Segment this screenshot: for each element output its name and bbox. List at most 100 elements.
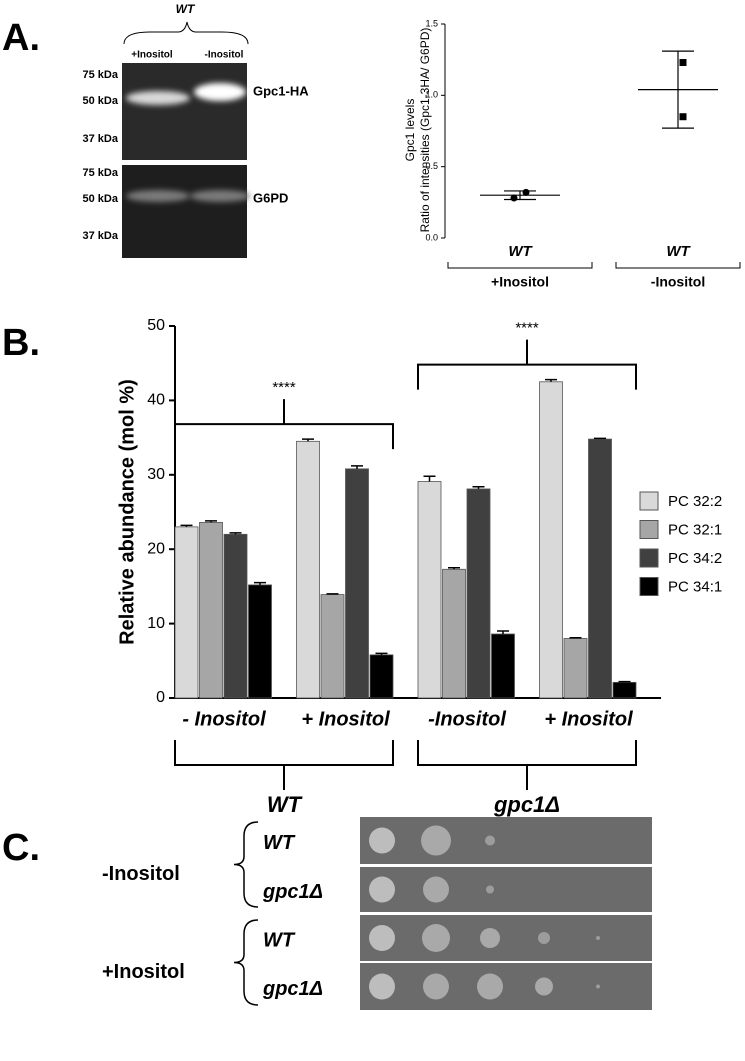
colony-spot xyxy=(535,977,553,996)
blot-strain: WT xyxy=(176,2,196,16)
error-bar xyxy=(497,630,509,635)
panel-label: B. xyxy=(2,322,40,364)
bar xyxy=(417,481,442,699)
blot-image xyxy=(122,63,247,160)
blot-band xyxy=(126,190,190,202)
error-bar xyxy=(229,532,242,535)
bar xyxy=(612,681,637,699)
plate-row xyxy=(360,867,652,912)
panel-label: C. xyxy=(2,827,40,869)
colony-spot xyxy=(369,827,395,854)
bar xyxy=(296,440,320,699)
marker-label: 50 kDa xyxy=(83,95,119,107)
brace xyxy=(123,21,249,45)
y-tick-label: 0.5 xyxy=(425,161,438,171)
group-label: gpc1Δ xyxy=(493,792,560,817)
plate-row xyxy=(360,915,652,961)
legend-label: PC 32:1 xyxy=(668,521,722,538)
marker-label: 75 kDa xyxy=(83,69,119,81)
x-tick-label: WT xyxy=(508,243,533,260)
legend-label: PC 32:2 xyxy=(668,493,722,510)
x-tick-label: + Inositol xyxy=(301,708,390,730)
bar xyxy=(369,654,394,699)
plate-row xyxy=(360,817,652,864)
legend-label: PC 34:2 xyxy=(668,550,722,567)
group-label: +Inositol xyxy=(491,274,549,290)
significance-label: **** xyxy=(272,379,296,396)
significance-bracket xyxy=(417,339,637,390)
blot-protein: G6PD xyxy=(253,190,288,205)
y-tick-label: 0.0 xyxy=(425,232,438,242)
marker-label: 37 kDa xyxy=(83,133,119,145)
colony-spot xyxy=(423,876,449,903)
bar xyxy=(248,584,272,699)
bar xyxy=(199,522,223,699)
bar xyxy=(491,633,515,699)
group-bracket xyxy=(417,740,637,790)
blot-band xyxy=(190,190,250,202)
x-tick-label: + Inositol xyxy=(544,708,633,730)
condition-label: -Inositol xyxy=(102,863,180,885)
error-bar xyxy=(662,50,694,129)
colony-spot xyxy=(369,925,395,951)
strain-label: gpc1Δ xyxy=(262,881,323,903)
colony-spot xyxy=(369,876,395,903)
error-bar xyxy=(180,524,193,527)
marker-label: 37 kDa xyxy=(83,230,119,242)
bar xyxy=(466,488,491,699)
colony-spot xyxy=(486,885,494,894)
colony-spot xyxy=(538,932,550,944)
legend-swatch xyxy=(639,548,659,568)
strain-label: gpc1Δ xyxy=(262,978,323,1000)
error-bar xyxy=(375,652,388,655)
y-tick-label: 20 xyxy=(147,540,165,557)
colony-spot xyxy=(596,984,600,989)
condition-label: +Inositol xyxy=(102,961,185,983)
x-tick-label: WT xyxy=(666,243,691,260)
y-tick-label: 10 xyxy=(147,615,165,632)
blot-protein: Gpc1-HA xyxy=(253,83,309,98)
group-label: WT xyxy=(267,792,303,817)
bar xyxy=(563,638,588,699)
y-tick-label: 1.0 xyxy=(425,90,438,100)
colony-spot xyxy=(477,973,503,1000)
colony-spot xyxy=(596,936,600,940)
error-bar xyxy=(545,378,557,382)
colony-spot xyxy=(421,825,451,856)
error-bar xyxy=(326,593,339,595)
bar xyxy=(223,533,248,699)
error-bar xyxy=(351,465,363,469)
legend-swatch xyxy=(639,520,659,539)
bar xyxy=(588,438,612,699)
y-axis-label: Ratio of intensities (Gpc1-3HA/ G6PD) xyxy=(418,28,432,233)
strain-label: WT xyxy=(263,929,296,951)
y-tick-label: 1.5 xyxy=(425,18,438,28)
x-tick-label: -Inositol xyxy=(428,708,506,730)
y-tick-label: 30 xyxy=(147,466,165,483)
group-bracket xyxy=(174,740,394,790)
colony-spot xyxy=(480,928,500,948)
error-bar xyxy=(594,437,606,440)
x-tick-label: - Inositol xyxy=(182,708,266,730)
y-tick-label: 50 xyxy=(147,317,165,334)
error-bar xyxy=(504,190,536,201)
point xyxy=(679,113,687,121)
legend-swatch xyxy=(639,491,659,511)
blot-band xyxy=(126,91,190,105)
bar xyxy=(442,568,466,699)
spot-assay: WT gpc1Δ -Inositol WT gpc1Δ +Inositol xyxy=(102,817,652,1010)
blot-image xyxy=(122,165,247,258)
panel-label: A. xyxy=(2,17,40,59)
colony-spot xyxy=(423,973,449,1000)
y-tick-label: 0 xyxy=(156,689,165,706)
y-tick-label: 40 xyxy=(147,392,165,409)
bar xyxy=(174,526,199,699)
brace xyxy=(233,821,259,908)
error-bar xyxy=(423,475,436,482)
plate-row xyxy=(360,963,652,1010)
point xyxy=(679,59,687,67)
legend-label: PC 34:1 xyxy=(668,578,722,595)
significance-bracket xyxy=(174,399,394,450)
y-axis-label: Gpc1 levels xyxy=(403,99,417,162)
